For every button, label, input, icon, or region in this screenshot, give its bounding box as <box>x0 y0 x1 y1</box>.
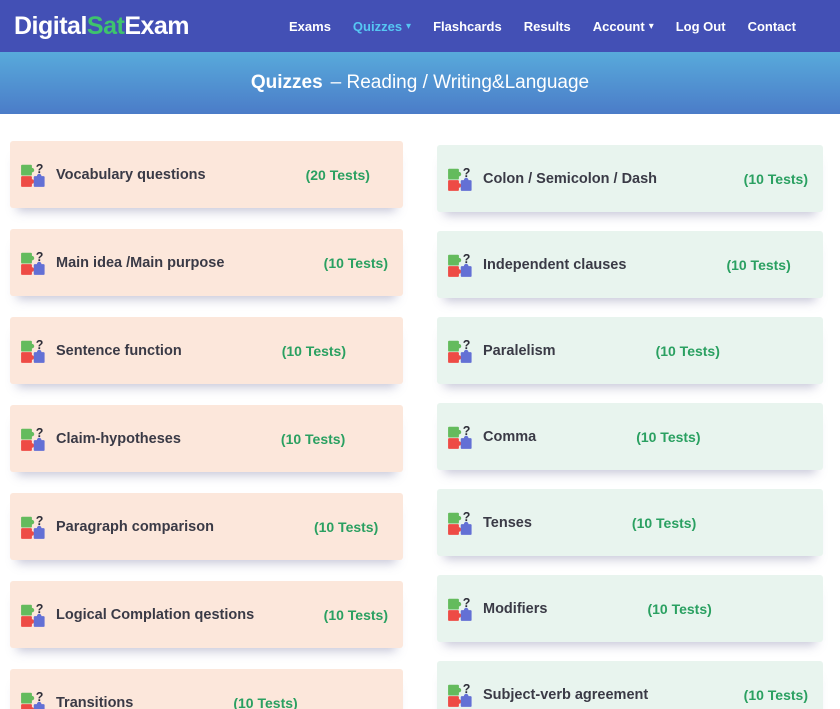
puzzle-question-icon: ? <box>21 426 45 451</box>
chevron-down-icon: ▾ <box>648 21 654 32</box>
tests-count-badge: (10 Tests) <box>313 518 379 535</box>
quiz-card-tenses[interactable]: ? Tenses (10 Tests) <box>437 489 823 556</box>
quiz-title: Transitions <box>56 694 134 709</box>
nav-item-exams[interactable]: Exams <box>289 19 331 34</box>
top-navbar: DigitalSatExam Exams Quizzes ▾ Flashcard… <box>0 0 840 52</box>
quiz-title: Paralelism <box>483 342 556 359</box>
quiz-column-left: ? Vocabulary questions (20 Tests) ? Main… <box>10 141 403 709</box>
chevron-down-icon: ▾ <box>406 21 412 32</box>
quiz-card-paralelism[interactable]: ? Paralelism (10 Tests) <box>437 317 823 384</box>
nav-item-label: Results <box>523 18 571 34</box>
svg-text:?: ? <box>36 250 44 264</box>
tests-count-badge: (10 Tests) <box>323 254 388 271</box>
puzzle-question-icon: ? <box>21 338 45 363</box>
quiz-card-subject-verb-agreement[interactable]: ? Subject-verb agreement (10 Tests) <box>437 661 823 709</box>
tests-count-badge: (10 Tests) <box>743 686 808 703</box>
quiz-column-right: ? Colon / Semicolon / Dash (10 Tests) ? … <box>437 145 823 709</box>
svg-text:?: ? <box>36 514 44 528</box>
quiz-card-main-idea-main-purpose[interactable]: ? Main idea /Main purpose (10 Tests) <box>10 229 403 296</box>
quiz-card-claim-hypotheses[interactable]: ? Claim-hypotheses (10 Tests) <box>10 405 403 472</box>
puzzle-question-icon: ? <box>21 250 45 275</box>
quiz-title: Modifiers <box>483 600 548 617</box>
puzzle-question-icon: ? <box>21 162 45 187</box>
svg-text:?: ? <box>36 690 44 704</box>
puzzle-question-icon: ? <box>448 424 472 449</box>
svg-text:?: ? <box>463 510 471 524</box>
nav-item-label: Contact <box>747 18 796 34</box>
site-logo[interactable]: DigitalSatExam <box>14 11 190 41</box>
puzzle-question-icon: ? <box>448 510 472 535</box>
svg-text:?: ? <box>463 252 471 266</box>
nav-item-flashcards[interactable]: Flashcards <box>433 19 502 34</box>
nav-item-log-out[interactable]: Log Out <box>676 19 726 34</box>
puzzle-question-icon: ? <box>448 166 472 191</box>
quiz-card-vocabulary-questions[interactable]: ? Vocabulary questions (20 Tests) <box>10 141 403 208</box>
logo-part-exam: Exam <box>124 11 190 40</box>
quiz-list-area: ? Vocabulary questions (20 Tests) ? Main… <box>0 114 840 709</box>
quiz-title: Tenses <box>483 514 532 531</box>
quiz-card-comma[interactable]: ? Comma (10 Tests) <box>437 403 823 470</box>
nav-item-label: Quizzes <box>352 18 403 34</box>
nav-item-label: Log Out <box>675 18 726 34</box>
nav-item-label: Exams <box>289 18 331 34</box>
svg-text:?: ? <box>36 162 44 176</box>
svg-text:?: ? <box>463 682 471 696</box>
puzzle-question-icon: ? <box>21 514 45 539</box>
page-title: Quizzes <box>250 72 323 93</box>
tests-count-badge: (10 Tests) <box>647 600 712 617</box>
quiz-card-independent-clauses[interactable]: ? Independent clauses (10 Tests) <box>437 231 823 298</box>
page-header-banner: Quizzes – Reading / Writing&Language <box>0 52 840 114</box>
svg-text:?: ? <box>463 338 471 352</box>
tests-count-badge: (10 Tests) <box>323 606 388 623</box>
nav-item-label: Flashcards <box>433 18 502 34</box>
tests-count-badge: (10 Tests) <box>631 514 697 531</box>
quiz-card-transitions[interactable]: ? Transitions (10 Tests) <box>10 669 403 709</box>
nav-item-account[interactable]: Account ▾ <box>593 19 654 34</box>
tests-count-badge: (10 Tests) <box>726 256 791 273</box>
tests-count-badge: (20 Tests) <box>305 166 370 183</box>
tests-count-badge: (10 Tests) <box>281 342 347 359</box>
quiz-title: Colon / Semicolon / Dash <box>483 170 658 187</box>
tests-count-badge: (10 Tests) <box>655 342 720 359</box>
quiz-card-logical-complation-qestions[interactable]: ? Logical Complation qestions (10 Tests) <box>10 581 403 648</box>
quiz-title: Sentence function <box>56 342 182 359</box>
svg-text:?: ? <box>36 426 44 440</box>
page-subtitle: – Reading / Writing&Language <box>330 72 590 93</box>
svg-text:?: ? <box>463 424 471 438</box>
svg-text:?: ? <box>463 596 471 610</box>
svg-text:?: ? <box>36 338 44 352</box>
quiz-title: Paragraph comparison <box>56 518 214 535</box>
svg-text:?: ? <box>463 166 471 180</box>
quiz-title: Vocabulary questions <box>56 166 206 183</box>
quiz-title: Comma <box>483 428 537 445</box>
quiz-title: Main idea /Main purpose <box>56 254 225 271</box>
svg-text:?: ? <box>36 602 44 616</box>
nav-item-quizzes[interactable]: Quizzes ▾ <box>353 19 411 34</box>
nav-item-label: Account <box>592 18 645 34</box>
quiz-card-modifiers[interactable]: ? Modifiers (10 Tests) <box>437 575 823 642</box>
puzzle-question-icon: ? <box>21 602 45 627</box>
quiz-card-paragraph-comparison[interactable]: ? Paragraph comparison (10 Tests) <box>10 493 403 560</box>
nav-menu: Exams Quizzes ▾ Flashcards Results Accou… <box>289 19 796 34</box>
quiz-card-sentence-function[interactable]: ? Sentence function (10 Tests) <box>10 317 403 384</box>
quiz-card-colon-semicolon-dash[interactable]: ? Colon / Semicolon / Dash (10 Tests) <box>437 145 823 212</box>
puzzle-question-icon: ? <box>21 690 45 709</box>
tests-count-badge: (10 Tests) <box>743 170 808 187</box>
nav-item-results[interactable]: Results <box>524 19 571 34</box>
logo-part-sat: Sat <box>86 11 125 40</box>
quiz-title: Subject-verb agreement <box>483 686 649 703</box>
quiz-title: Logical Complation qestions <box>56 606 255 623</box>
nav-item-contact[interactable]: Contact <box>748 19 796 34</box>
puzzle-question-icon: ? <box>448 682 472 707</box>
tests-count-badge: (10 Tests) <box>233 694 298 709</box>
quiz-title: Independent clauses <box>483 256 627 273</box>
tests-count-badge: (10 Tests) <box>636 428 701 445</box>
tests-count-badge: (10 Tests) <box>280 430 346 447</box>
quiz-title: Claim-hypotheses <box>56 430 181 447</box>
puzzle-question-icon: ? <box>448 338 472 363</box>
logo-part-digital: Digital <box>14 11 87 40</box>
puzzle-question-icon: ? <box>448 252 472 277</box>
puzzle-question-icon: ? <box>448 596 472 621</box>
